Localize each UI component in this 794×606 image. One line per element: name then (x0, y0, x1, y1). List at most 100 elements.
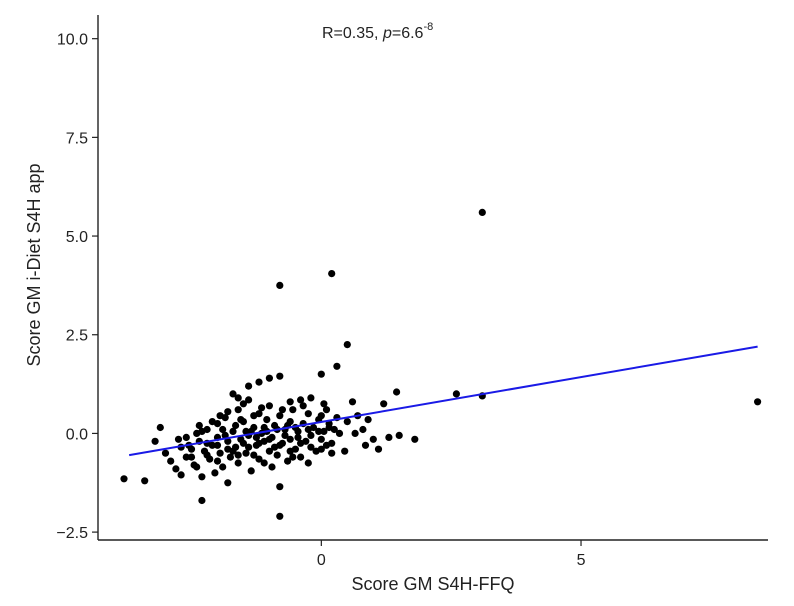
annotation-p-equals: =6.6 (392, 25, 424, 42)
scatter-point (208, 418, 216, 426)
scatter-point (322, 406, 331, 414)
scatter-point (335, 429, 344, 437)
scatter-point (325, 423, 333, 432)
scatter-point (242, 449, 250, 457)
scatter-point (265, 374, 273, 382)
annotation-p-exponent: -8 (423, 21, 433, 33)
x-tick-label: 0 (317, 552, 326, 569)
scatter-point (221, 431, 229, 439)
scatter-point (393, 388, 401, 396)
scatter-point (328, 270, 336, 278)
scatter-point (289, 406, 297, 414)
scatter-point (234, 394, 242, 402)
scatter-point (237, 416, 245, 424)
scatter-point (211, 469, 219, 477)
scatter-point (328, 439, 336, 447)
scatter-point (255, 378, 263, 386)
correlation-annotation: R=0.35, p=6.6-8 (322, 21, 433, 42)
scatter-point (297, 396, 305, 404)
scatter-point (351, 429, 359, 437)
scatter-point (452, 390, 460, 398)
scatter-point (284, 457, 292, 465)
scatter-point (263, 416, 271, 424)
scatter-point (255, 439, 263, 447)
scatter-point (385, 433, 393, 441)
scatter-point (229, 390, 237, 398)
scatter-point (754, 398, 762, 406)
scatter-point (234, 459, 242, 467)
plot-area (120, 208, 762, 520)
annotation-p-symbol: p (382, 25, 392, 42)
scatter-point (317, 370, 325, 378)
y-tick-label: 10.0 (57, 32, 88, 49)
scatter-point (213, 441, 222, 449)
scatter-point (161, 449, 170, 457)
y-axis-label: Score GM i-Diet S4H app (24, 163, 44, 366)
scatter-point (268, 463, 276, 471)
scatter-point (198, 473, 206, 481)
scatter-point (478, 208, 486, 216)
x-axis-label: Score GM S4H-FFQ (351, 574, 514, 594)
scatter-point (361, 441, 370, 449)
scatter-point (234, 451, 242, 459)
scatter-point (203, 451, 211, 459)
scatter-point (193, 463, 201, 471)
scatter-point (250, 451, 258, 459)
scatter-point (374, 445, 383, 453)
scatter-point (315, 427, 323, 435)
scatter-point (304, 459, 312, 467)
scatter-point (177, 471, 185, 479)
scatter-point (224, 437, 232, 445)
scatter-point (380, 400, 388, 408)
scatter-point (234, 406, 242, 414)
scatter-point (273, 451, 281, 459)
scatter-point (213, 457, 222, 465)
scatter-point (258, 404, 266, 412)
scatter-point (195, 421, 203, 430)
scatter-point (333, 362, 341, 370)
y-tick-label: 5.0 (66, 229, 88, 246)
scatter-point (242, 427, 250, 435)
scatter-point (328, 449, 336, 457)
scatter-point (294, 433, 302, 441)
scatter-point (219, 463, 227, 471)
scatter-point (289, 453, 297, 461)
scatter-point (276, 441, 284, 449)
scatter-point (174, 435, 183, 443)
annotation-prefix: R=0.35, (322, 25, 383, 42)
scatter-point (307, 443, 315, 451)
scatter-point (276, 281, 284, 289)
scatter-point (224, 479, 232, 487)
scatter-point (286, 435, 294, 443)
scatter-point (265, 447, 273, 455)
scatter-point (276, 372, 284, 380)
scatter-point (348, 398, 357, 406)
scatter-point (278, 406, 286, 414)
scatter-point (198, 427, 206, 435)
scatter-point (320, 427, 328, 435)
scatter-point (250, 412, 258, 420)
scatter-point (364, 416, 372, 424)
scatter-point (232, 421, 240, 430)
scatter-point (395, 431, 403, 439)
scatter-point (276, 412, 284, 420)
scatter-point (297, 453, 305, 461)
scatter-point (226, 453, 234, 461)
scatter-point (224, 445, 232, 453)
scatter-point (245, 382, 253, 390)
scatter-point (216, 449, 224, 457)
scatter-point (216, 412, 224, 420)
scatter-point (120, 475, 128, 483)
scatter-point (182, 433, 190, 441)
scatter-point (307, 394, 315, 402)
scatter-point (239, 400, 247, 408)
regression-line (128, 345, 758, 457)
scatter-point (359, 425, 367, 434)
scatter-point (317, 445, 325, 453)
scatter-point (304, 410, 312, 418)
scatter-point (265, 402, 273, 410)
y-tick-label: 2.5 (66, 328, 88, 345)
scatter-point (369, 435, 377, 443)
scatter-point (317, 412, 325, 420)
